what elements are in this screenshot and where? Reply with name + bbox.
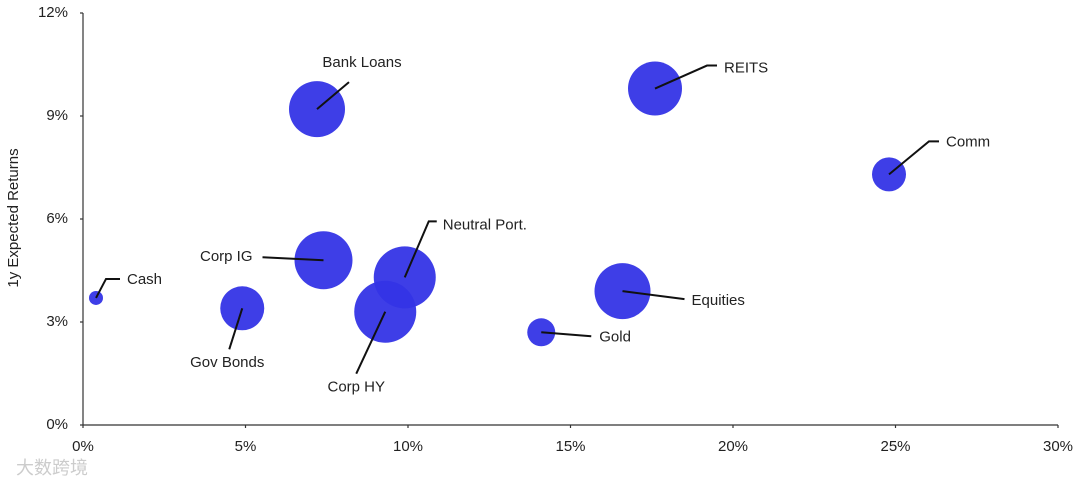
y-tick-label: 3% bbox=[46, 313, 68, 330]
x-tick-label: 0% bbox=[72, 438, 94, 455]
y-axis-title: 1y Expected Returns bbox=[5, 148, 22, 287]
point-label: Corp HY bbox=[327, 379, 385, 396]
point-label: Bank Loans bbox=[322, 54, 401, 71]
y-tick-label: 9% bbox=[46, 107, 68, 124]
x-tick-label: 15% bbox=[555, 438, 585, 455]
leader-line bbox=[262, 256, 324, 262]
leader-line bbox=[654, 64, 717, 90]
y-tick-label: 6% bbox=[46, 210, 68, 227]
leader-line bbox=[622, 290, 685, 301]
y-tick-label: 0% bbox=[46, 416, 68, 433]
point-label: Corp IG bbox=[200, 248, 253, 265]
point-label: REITS bbox=[724, 60, 768, 77]
x-tick-label: 10% bbox=[393, 438, 423, 455]
point-label: Cash bbox=[127, 271, 162, 288]
y-tick-label: 12% bbox=[38, 4, 68, 21]
leader-line bbox=[95, 277, 120, 299]
point-label: Neutral Port. bbox=[443, 216, 527, 233]
point-label: Equities bbox=[692, 292, 745, 309]
leader-line bbox=[228, 307, 244, 350]
point-label: Gold bbox=[599, 328, 631, 345]
leader-line bbox=[316, 81, 350, 110]
leader-line bbox=[403, 220, 437, 278]
x-tick-label: 30% bbox=[1043, 438, 1073, 455]
leader-line bbox=[541, 331, 592, 338]
leader-line bbox=[355, 311, 387, 375]
point-label: Gov Bonds bbox=[190, 354, 264, 371]
x-tick-label: 5% bbox=[235, 438, 257, 455]
point-label: Comm bbox=[946, 133, 990, 150]
x-tick-label: 25% bbox=[880, 438, 910, 455]
watermark: 大数跨境 bbox=[16, 458, 88, 478]
leader-line bbox=[888, 140, 939, 176]
x-tick-label: 20% bbox=[718, 438, 748, 455]
